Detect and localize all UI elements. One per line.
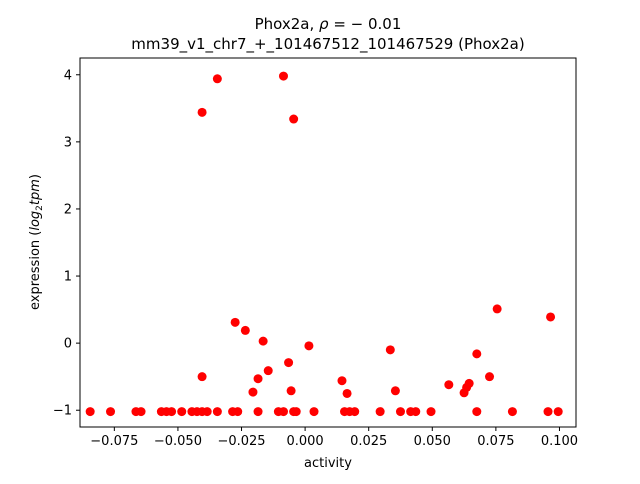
data-point [385,345,395,355]
data-point [258,336,268,346]
data-point [177,407,187,417]
data-point [350,407,360,417]
data-point [278,71,288,81]
data-point [342,388,352,398]
x-tick-label: 0.050 [414,434,451,449]
data-point [284,358,294,368]
data-point [472,407,482,417]
data-point [197,372,207,382]
data-point [426,407,436,417]
data-points [85,71,563,417]
data-point [485,372,495,382]
y-tick-label: 4 [64,68,72,83]
data-point [230,317,240,327]
x-tick-label: 0.025 [350,434,387,449]
data-point [202,407,212,417]
data-point [248,387,258,397]
data-point [106,407,116,417]
data-point [546,312,556,322]
data-point [304,341,314,351]
data-point [411,407,421,417]
data-point [253,374,263,384]
data-point [464,378,474,388]
data-point [553,407,563,417]
data-point [85,407,95,417]
data-point [395,407,405,417]
y-tick-label: 3 [64,135,72,150]
data-point [278,407,288,417]
y-tick-label: 1 [64,270,72,285]
x-axis-ticks: −0.075 −0.050 −0.025 0.000 0.025 0.050 0.075 0.… [90,427,578,449]
x-tick-label: 0.075 [477,434,514,449]
data-point [233,407,243,417]
data-point [212,407,222,417]
data-point [337,376,347,386]
plot-frame [79,57,577,428]
data-point [309,407,319,417]
data-point [212,74,222,84]
chart-title-line2: mm39_v1_chr7_+_101467512_101467529 (Phox… [131,35,524,54]
data-point [492,304,502,314]
data-point [472,349,482,359]
y-tick-label: 2 [64,202,72,217]
data-point [375,407,385,417]
chart-title-line1: Phox2a, ρ = − 0.01 [255,15,402,33]
x-axis-label: activity [304,456,352,471]
data-point [197,107,207,117]
x-tick-label: −0.075 [90,434,138,449]
data-point [240,325,250,335]
x-tick-label: 0.100 [541,434,578,449]
y-axis-label: expression (log2tpm) [28,174,45,310]
x-tick-label: −0.025 [217,434,265,449]
y-tick-label: 0 [64,337,72,352]
y-axis-ticks: −1 0 1 2 3 4 [53,68,80,419]
data-point [543,407,553,417]
data-point [444,380,454,390]
data-point [390,386,400,396]
y-tick-label: −1 [53,404,72,419]
data-point [263,366,273,376]
data-point [136,407,146,417]
data-point [253,407,263,417]
x-tick-label: 0.000 [286,434,323,449]
data-point [167,407,177,417]
data-point [289,114,299,124]
data-point [286,386,296,396]
x-tick-label: −0.050 [154,434,202,449]
data-point [507,407,517,417]
data-point [291,407,301,417]
